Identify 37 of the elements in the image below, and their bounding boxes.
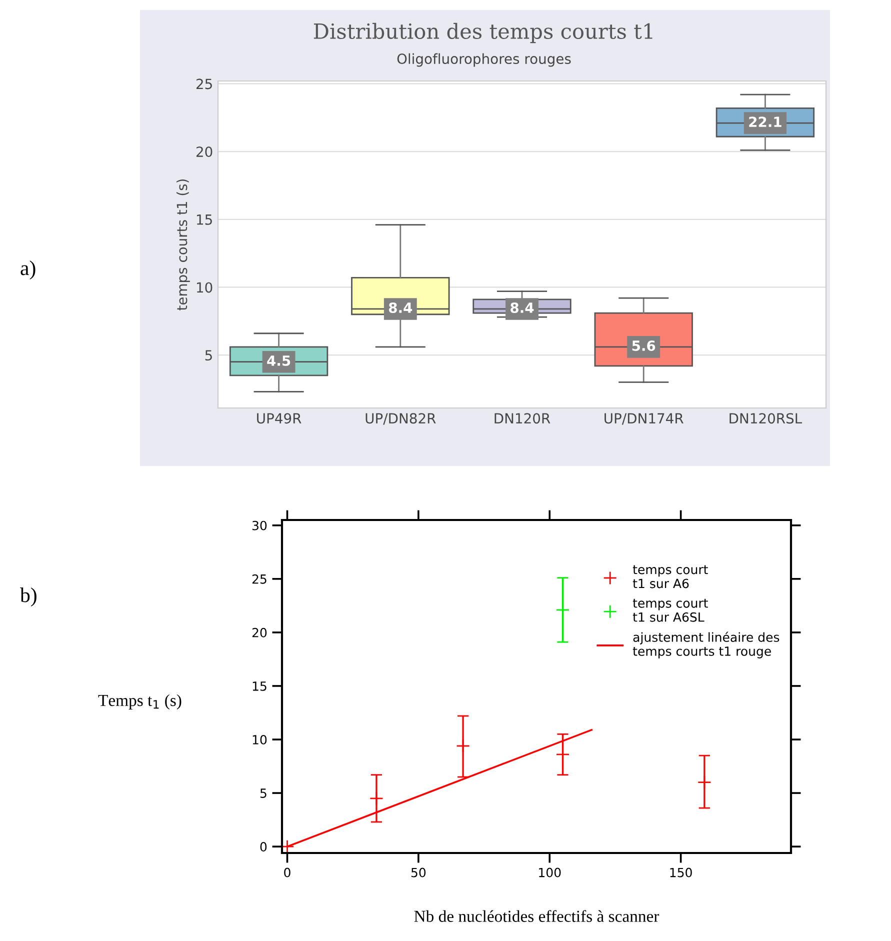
y-tick-label: 0 [260,842,267,852]
y-tick-label: 5 [205,350,212,361]
y-tick-label: 20 [252,628,267,638]
y-tick-label: 5 [260,788,266,798]
y-tick-label: 15 [196,214,212,225]
annotation: 8.4 [388,302,412,313]
y-axis-title: Temps t$_{1}$ (s) [98,694,182,710]
annotation: 22.1 [749,116,782,127]
x-tick-label: UP/DN174R [604,413,684,425]
legend-label: ajustement linéaire des temps courts t1 rouge [632,632,780,658]
x-tick-label: DN120RSL [730,413,802,424]
annotation: 5.6 [632,340,656,351]
y-tick-label: 10 [196,282,212,293]
y-tick-label: 30 [252,520,267,530]
x-tick-label: 50 [411,868,426,878]
y-tick-label: 20 [196,146,212,158]
legend-label: temps court t1 sur A6 [632,565,708,588]
annotation: 4.5 [267,356,290,366]
point [282,840,294,853]
x-tick-label: DN120R [494,413,550,424]
x-axis-title: Nb de nucléotides effectifs à scanner [414,910,660,922]
y-axis-title: temps courts t1 (s) [176,179,190,310]
x-tick-label: UP/DN82R [366,413,436,425]
legend-label: temps court t1 sur A6SL [632,598,708,622]
x-tick-label: 0 [284,868,290,878]
y-tick-label: 15 [252,682,266,691]
x-tick-label: 100 [539,868,561,878]
chart-title: Distribution des temps courts t1 [314,22,652,44]
x-tick-label: UP49R [257,413,302,424]
chart-subtitle: Oligofluorophores rouges [397,53,571,67]
y-tick-label: 25 [252,574,266,584]
text: a) [20,260,36,280]
annotation: 8.4 [510,302,534,313]
text: b) [20,588,36,606]
y-tick-label: 25 [196,78,212,90]
x-tick-label: 150 [670,868,692,878]
y-tick-label: 10 [252,734,267,744]
